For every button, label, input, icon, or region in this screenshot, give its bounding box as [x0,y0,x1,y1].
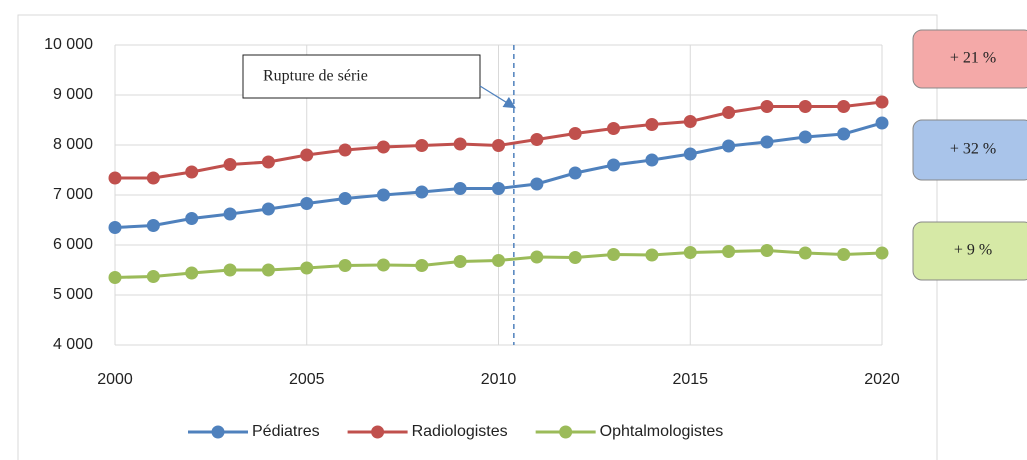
data-point [261,202,275,216]
legend-label: Ophtalmologistes [600,423,724,440]
data-point [798,100,812,113]
x-tick-label: 2020 [864,371,900,388]
data-point [798,246,812,260]
y-tick-label: 8 000 [53,136,93,153]
data-point [185,266,199,280]
data-point [645,248,659,262]
data-point [185,212,199,225]
data-point [760,100,774,113]
data-point [300,148,314,162]
annotation-arrow [479,85,516,109]
legend-marker [559,425,573,439]
data-point [146,219,160,232]
data-point [108,221,122,234]
legend-marker [371,425,385,439]
data-point [261,263,275,277]
callout-label: + 21 % [950,50,996,67]
y-tick-label: 10 000 [44,36,93,53]
data-point [875,246,889,260]
data-point [683,246,697,259]
x-tick-label: 2015 [672,371,708,388]
x-tick-label: 2005 [289,371,325,388]
data-point [376,188,390,202]
data-point [530,250,544,264]
y-tick-label: 9 000 [53,86,93,103]
data-point [415,259,429,272]
callout-label: + 32 % [950,141,996,158]
data-point [415,185,429,199]
data-point [223,207,237,221]
data-point [453,137,467,151]
data-point [453,182,467,195]
data-point [300,197,314,210]
data-point [875,95,889,109]
y-tick-label: 4 000 [53,336,93,353]
callout-label: + 9 % [954,242,992,259]
data-point [722,245,736,258]
data-point [492,139,505,152]
data-point [645,118,659,131]
data-point [837,248,851,261]
data-point [492,182,505,195]
data-point [300,261,314,275]
data-point [185,165,199,179]
data-point [338,259,352,272]
legend-label: Pédiatres [252,423,320,440]
legend-marker [211,425,225,439]
data-point [722,139,736,153]
data-point [146,171,160,185]
y-tick-label: 7 000 [53,186,93,203]
data-point [261,155,275,169]
data-point [108,271,122,284]
data-point [607,122,621,135]
data-point [492,254,505,267]
data-point [223,158,237,171]
data-point [568,127,582,140]
data-point [453,255,467,268]
data-point [607,248,621,261]
y-tick-label: 6 000 [53,236,93,253]
data-point [338,143,352,157]
legend-label: Radiologistes [412,423,508,440]
data-point [415,139,429,152]
data-point [798,130,812,144]
data-point [223,263,237,277]
annotation-box [242,54,481,99]
x-tick-label: 2010 [481,371,517,388]
callout-box [912,29,1027,89]
callout-box [912,119,1027,181]
y-tick-label: 5 000 [53,286,93,303]
data-point [875,116,889,130]
data-point [837,127,851,141]
data-point [760,244,774,257]
data-point [530,133,544,146]
data-point [146,270,160,283]
data-point [376,258,390,272]
x-tick-label: 2000 [97,371,133,388]
data-point [837,100,851,113]
data-point [376,140,390,154]
data-point [568,251,582,264]
data-point [722,106,736,119]
data-point [530,177,544,191]
data-point [568,166,582,180]
data-point [338,192,352,205]
annotation-text: Rupture de série [263,68,368,85]
data-point [108,171,122,185]
data-point [683,115,697,128]
data-point [607,158,621,172]
data-point [645,153,659,167]
data-point [760,135,774,149]
data-point [683,147,697,161]
callout-box [912,221,1027,281]
